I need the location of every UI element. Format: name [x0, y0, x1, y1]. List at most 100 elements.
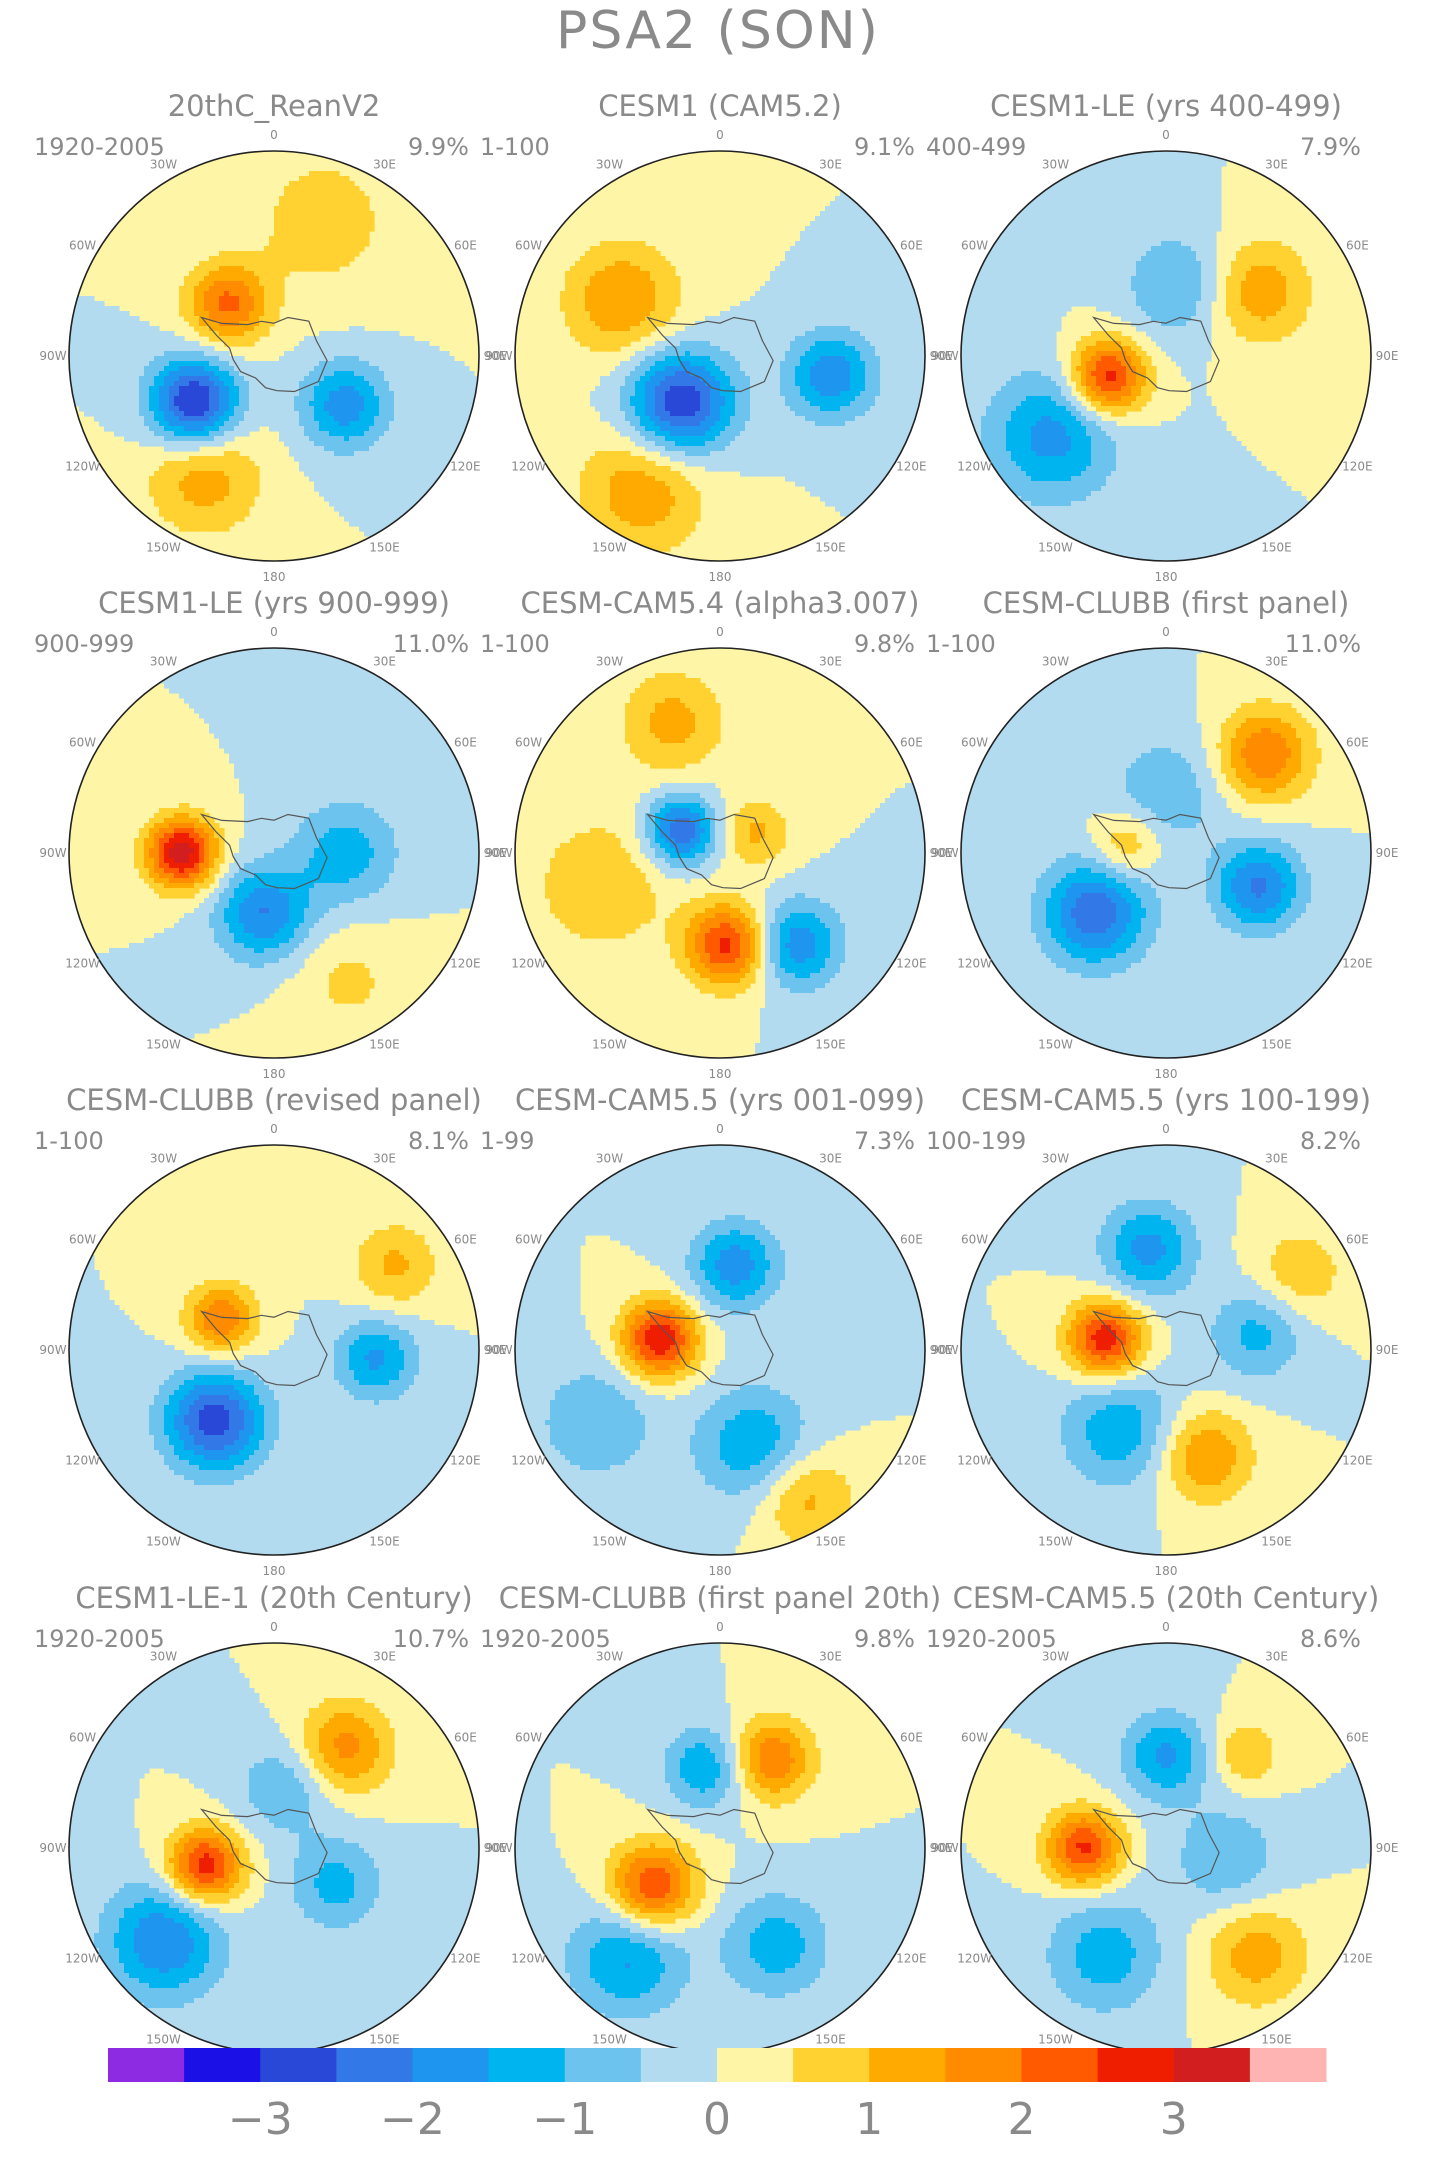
longitude-label: 30E [819, 655, 842, 669]
longitude-label: 60W [961, 239, 988, 253]
longitude-label: 180 [1155, 1564, 1178, 1578]
longitude-label: 60E [900, 1731, 923, 1745]
longitude-label: 150E [815, 1037, 846, 1051]
longitude-label: 180 [1155, 1067, 1178, 1081]
longitude-label: 120E [1342, 460, 1373, 474]
longitude-label: 120W [511, 1454, 546, 1468]
longitude-label: 60E [1346, 1233, 1369, 1247]
longitude-label: 120W [957, 1952, 992, 1966]
longitude-label: 60W [69, 1233, 96, 1247]
longitude-label: 60E [1346, 1731, 1369, 1745]
longitude-label: 30W [596, 655, 623, 669]
longitude-label: 120E [1342, 957, 1373, 971]
longitude-label: 150E [369, 1534, 400, 1548]
longitude-label: 150E [815, 540, 846, 554]
panel-period: 1920-2005 [34, 1625, 165, 1653]
panel-period: 1920-2005 [926, 1625, 1057, 1653]
longitude-label: 90E [484, 1343, 507, 1357]
contour-field [961, 1145, 1371, 1555]
longitude-label: 90W [931, 1343, 958, 1357]
longitude-label: 90E [484, 349, 507, 363]
panel-period: 1-100 [480, 133, 550, 161]
panel-title: CESM-CAM5.5 (yrs 001-099) [515, 1083, 925, 1117]
longitude-label: 150W [592, 1534, 627, 1548]
map-panel: CESM1-LE-1 (20th Century) 1920-2005 10.7% 0… [34, 1581, 506, 2076]
contour-field [69, 1145, 479, 1555]
longitude-label: 120E [450, 460, 481, 474]
contour-field [515, 151, 925, 561]
colorbar-swatch [1249, 2048, 1327, 2082]
longitude-label: 30E [819, 1650, 842, 1664]
longitude-label: 150W [146, 540, 181, 554]
colorbar-swatch [488, 2048, 566, 2082]
panel-variance: 8.1% [408, 1127, 469, 1155]
longitude-label: 150E [815, 2032, 846, 2046]
panel-period: 1-100 [34, 1127, 104, 1155]
longitude-label: 90W [931, 349, 958, 363]
antarctica-coastline [199, 1808, 328, 1885]
longitude-label: 90E [1376, 1343, 1399, 1357]
longitude-label: 90E [1376, 1841, 1399, 1855]
panel-variance: 7.3% [854, 1127, 915, 1155]
longitude-label: 120E [896, 1454, 927, 1468]
longitude-label: 60W [515, 736, 542, 750]
antarctica-coastline [1091, 1310, 1220, 1387]
colorbar-swatch [336, 2048, 414, 2082]
longitude-label: 60W [961, 736, 988, 750]
longitude-label: 120W [65, 1952, 100, 1966]
longitude-label: 150E [1261, 540, 1292, 554]
longitude-label: 150E [815, 1534, 846, 1548]
panel-period: 1-100 [926, 630, 996, 658]
longitude-label: 150E [1261, 2032, 1292, 2046]
contour-field [69, 151, 479, 561]
antarctica-coastline [645, 813, 774, 890]
longitude-label: 90E [930, 1343, 953, 1357]
longitude-label: 150W [1038, 1037, 1073, 1051]
longitude-label: 60E [454, 1731, 477, 1745]
antarctica-coastline [645, 1808, 774, 1885]
longitude-label: 120E [1342, 1952, 1373, 1966]
contour-field [515, 1145, 925, 1555]
map-panel: CESM-CAM5.5 (20th Century) 1920-2005 8.6% 0… [926, 1581, 1398, 2076]
longitude-label: 90E [484, 846, 507, 860]
colorbar-swatch [564, 2048, 642, 2082]
longitude-label: 90E [484, 1841, 507, 1855]
panel-variance: 8.2% [1300, 1127, 1361, 1155]
longitude-label: 0 [716, 1122, 724, 1136]
longitude-label: 180 [709, 1067, 732, 1081]
longitude-label: 90W [931, 1841, 958, 1855]
panel-title: CESM1 (CAM5.2) [598, 89, 842, 123]
longitude-label: 150W [1038, 2032, 1073, 2046]
longitude-label: 90W [931, 846, 958, 860]
longitude-label: 30W [1042, 1650, 1069, 1664]
map-boundary [960, 150, 1372, 562]
map-boundary [960, 647, 1372, 1059]
colorbar-swatch [1097, 2048, 1175, 2082]
longitude-label: 60W [515, 239, 542, 253]
longitude-label: 30E [373, 1650, 396, 1664]
longitude-label: 60W [69, 1731, 96, 1745]
longitude-label: 180 [1155, 570, 1178, 584]
longitude-label: 30W [150, 1152, 177, 1166]
longitude-label: 90E [930, 349, 953, 363]
panel-title: CESM-CLUBB (first panel) [983, 586, 1350, 620]
longitude-label: 120W [957, 1454, 992, 1468]
longitude-label: 180 [709, 1564, 732, 1578]
contour-field [515, 648, 925, 1058]
colorbar-swatch [793, 2048, 870, 2082]
longitude-label: 0 [716, 625, 724, 639]
longitude-label: 30W [1042, 158, 1069, 172]
longitude-label: 60E [454, 736, 477, 750]
longitude-label: 150W [1038, 1534, 1073, 1548]
longitude-label: 60E [454, 1233, 477, 1247]
longitude-label: 60W [515, 1233, 542, 1247]
longitude-label: 150E [369, 540, 400, 554]
longitude-label: 120W [511, 1952, 546, 1966]
longitude-label: 0 [716, 1620, 724, 1634]
longitude-label: 90W [485, 349, 512, 363]
longitude-label: 30E [819, 1152, 842, 1166]
panel-period: 400-499 [926, 133, 1026, 161]
longitude-label: 120W [65, 460, 100, 474]
